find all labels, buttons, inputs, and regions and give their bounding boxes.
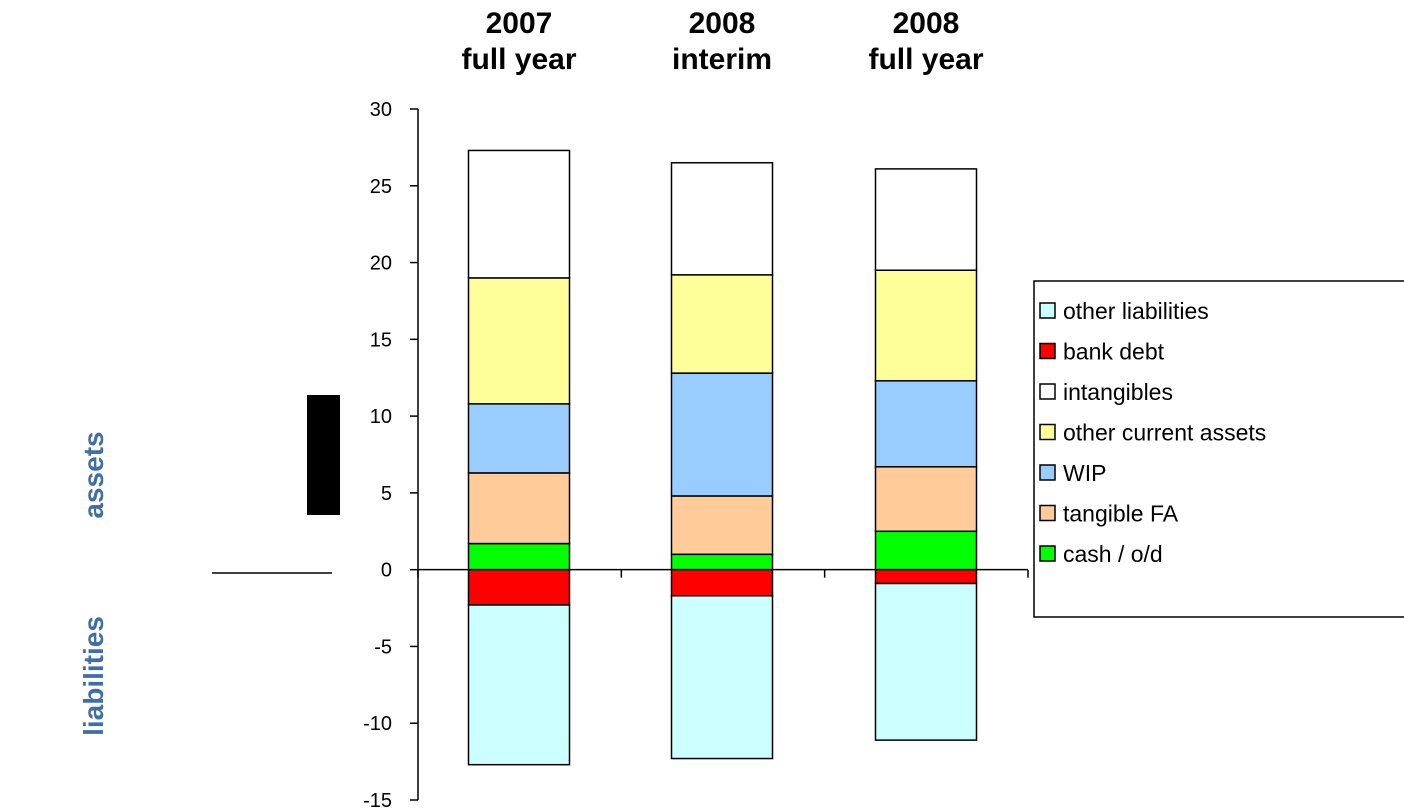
legend-swatch [1039,383,1056,400]
bar-segment [467,604,571,766]
category-label: 2008 [689,7,756,40]
legend-swatch [1039,504,1056,522]
y-tick-label: 20 [370,253,392,275]
legend-box [1033,280,1404,618]
bar-segment [670,495,774,556]
category-label: 2008 [893,7,960,40]
legend-swatch [1039,342,1056,360]
bar-segment [670,274,774,374]
legend-swatch [1039,302,1056,319]
black-marker-block [307,395,340,515]
bar-segment [467,277,571,405]
category-label: full year [868,43,983,76]
y-tick-label: -10 [363,713,392,735]
legend-entry: tangible FA [1063,501,1179,527]
bar-segment [670,568,774,597]
legend-entry: bank debt [1063,339,1165,365]
y-tick-label: 25 [370,176,392,198]
bar-segment [670,372,774,497]
bar-segment [874,168,978,271]
bar-segment [874,582,978,741]
legend-entry: other liabilities [1063,298,1209,324]
bar-segment [874,380,978,468]
bar-segment [467,472,571,545]
legend: other liabilities bank debt intangibles oth… [1033,280,1404,618]
category-label: interim [672,43,772,76]
bar-segment [670,161,774,276]
bar-segment [467,403,571,474]
y-tick-label: 5 [381,483,392,505]
bar-segment [874,568,978,585]
bars [467,149,978,766]
category-label: 2007 [486,7,553,40]
bar-segment [670,553,774,571]
y-tick-label: 30 [370,99,392,121]
y-tick-label: 15 [370,329,392,351]
legend-entry: cash / o/d [1063,541,1163,567]
bar-segment [874,466,978,533]
bar-segment [467,149,571,279]
legend-entry: intangibles [1063,379,1173,405]
y-tick-label: -5 [374,636,392,658]
bar-segment [670,595,774,760]
bar-segment [874,530,978,571]
bar-segment [467,568,571,606]
legend-swatch [1039,464,1056,481]
legend-swatch [1039,423,1056,441]
y-tick-label: 10 [370,406,392,428]
assets-label: assets [78,431,109,518]
y-axis: 30 25 20 15 10 5 0 -5 -10 -15 [363,99,419,810]
legend-entry: WIP [1063,460,1106,486]
legend-swatch [1039,545,1056,562]
liabilities-label: liabilities [78,616,109,736]
legend-entry: other current assets [1063,420,1266,446]
category-label: full year [461,43,576,76]
y-tick-label: -15 [363,790,392,810]
bar-segment [874,269,978,382]
y-tick-label: 0 [381,560,392,582]
bar-segment [467,542,571,571]
